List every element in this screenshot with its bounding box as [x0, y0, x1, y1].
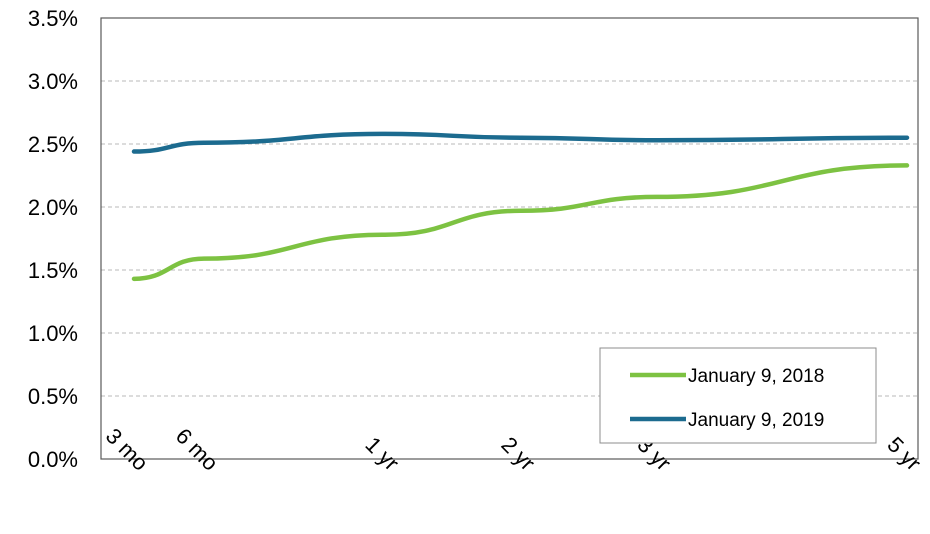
series-line-2018: [131, 163, 910, 282]
x-tick-label: 6 mo: [171, 423, 223, 475]
legend: January 9, 2018 January 9, 2019: [599, 347, 877, 444]
x-tick-label: 5 yr: [883, 432, 927, 476]
legend-label: January 9, 2019: [688, 410, 824, 431]
legend-box: [599, 347, 877, 444]
y-tick-labels: 0.0% 0.5% 1.0% 1.5% 2.0% 2.5% 3.0% 3.5%: [28, 6, 78, 472]
legend-label: January 9, 2018: [688, 366, 824, 387]
y-tick-label: 1.0%: [28, 321, 78, 346]
x-tick-label: 2 yr: [497, 432, 541, 476]
y-tick-label: 2.5%: [28, 132, 78, 157]
x-tick-label: 1 yr: [361, 432, 405, 476]
axes: [100, 17, 919, 460]
series-lines: [131, 131, 910, 282]
y-tick-label: 3.0%: [28, 69, 78, 94]
y-tick-label: 0.0%: [28, 447, 78, 472]
y-tick-label: 2.0%: [28, 195, 78, 220]
x-tick-label: 3 mo: [101, 423, 153, 475]
y-tick-label: 3.5%: [28, 6, 78, 31]
plot-frame: [100, 17, 919, 460]
grid-lines: [101, 17, 918, 397]
series-line-2019: [131, 131, 910, 154]
y-tick-label: 1.5%: [28, 258, 78, 283]
y-tick-label: 0.5%: [28, 384, 78, 409]
